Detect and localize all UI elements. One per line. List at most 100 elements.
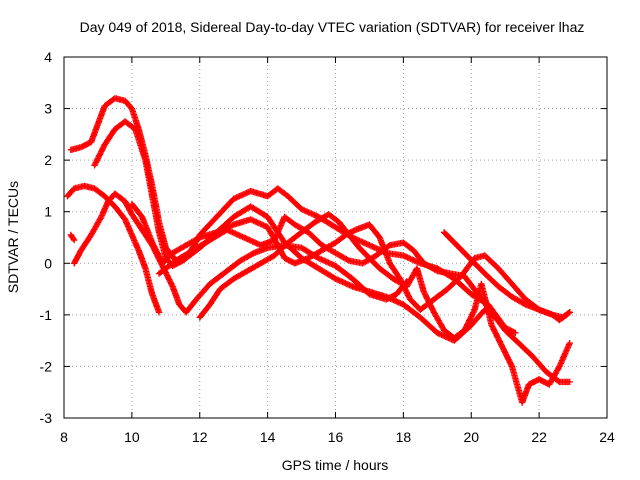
data-point: [424, 296, 431, 304]
data-point: [501, 348, 508, 355]
data-point: [495, 335, 502, 343]
data-point: [512, 329, 519, 337]
data-point: [231, 195, 239, 202]
data-point: [166, 276, 173, 283]
data-point: [565, 309, 572, 317]
data-point: [441, 332, 448, 340]
data-point: [229, 222, 236, 229]
y-tick-label: 4: [44, 49, 52, 65]
data-point: [273, 232, 280, 239]
data-point: [235, 231, 242, 239]
data-point: [461, 325, 469, 333]
y-tick-label: 3: [44, 101, 52, 117]
data-point: [96, 152, 103, 159]
data-point: [403, 253, 410, 260]
data-point: [93, 158, 100, 165]
data-point: [402, 287, 410, 295]
data-point: [70, 235, 77, 242]
series-sat-f: [128, 200, 573, 324]
data-point: [555, 364, 562, 371]
data-point: [408, 256, 416, 263]
data-point: [304, 208, 311, 215]
data-point: [508, 361, 515, 369]
data-point: [558, 357, 566, 364]
data-point: [504, 353, 511, 360]
data-point: [315, 254, 322, 262]
data-point: [400, 252, 407, 259]
data-point: [494, 334, 501, 341]
data-point: [308, 210, 315, 217]
data-point: [503, 352, 510, 359]
data-point: [411, 257, 418, 264]
y-tick-label: -2: [40, 358, 53, 374]
x-tick-label: 24: [599, 429, 615, 445]
data-point: [318, 256, 325, 263]
data-point: [91, 162, 98, 169]
data-point: [498, 342, 505, 349]
data-point: [492, 330, 499, 337]
x-tick-label: 14: [260, 429, 276, 445]
data-point: [343, 280, 350, 288]
data-point: [225, 227, 232, 234]
data-point: [97, 215, 104, 222]
y-tick-label: 0: [44, 255, 52, 271]
data-point: [462, 324, 469, 331]
x-tick-label: 18: [396, 429, 412, 445]
x-tick-label: 12: [192, 429, 208, 445]
data-point: [155, 309, 163, 316]
series-sat-e: [71, 190, 410, 316]
data-point: [250, 238, 257, 246]
y-tick-label: 1: [44, 204, 52, 220]
data-point: [566, 378, 573, 386]
data-point: [395, 299, 403, 306]
data-point: [254, 240, 262, 248]
data-point: [101, 205, 109, 212]
data-series: [64, 95, 573, 406]
data-point: [465, 318, 472, 326]
data-point: [328, 260, 335, 268]
data-point: [155, 251, 162, 259]
data-point: [438, 331, 445, 338]
grid-lines: [64, 57, 607, 418]
data-point: [371, 244, 379, 251]
data-point: [234, 193, 242, 201]
series-sat-d: [67, 231, 78, 244]
data-point: [195, 235, 202, 242]
data-point: [247, 216, 254, 223]
data-point: [298, 205, 305, 213]
data-point: [325, 259, 332, 266]
data-point: [432, 267, 440, 274]
data-point: [149, 240, 157, 248]
data-point: [276, 223, 284, 231]
data-point: [152, 246, 159, 253]
y-tick-label: 2: [44, 152, 52, 168]
series-sat-i: [440, 229, 573, 321]
data-point: [98, 212, 106, 219]
data-point: [340, 279, 348, 286]
data-point: [153, 247, 160, 255]
data-point: [347, 282, 355, 289]
data-point: [566, 309, 573, 316]
data-point: [489, 323, 496, 330]
data-point: [467, 314, 474, 322]
data-point: [344, 256, 351, 264]
x-tick-label: 20: [463, 429, 479, 445]
data-point: [338, 278, 345, 285]
data-point: [271, 235, 279, 242]
y-axis-label: SDTVAR / TECUs: [5, 181, 21, 293]
y-tick-label: -1: [40, 307, 53, 323]
data-point: [99, 145, 106, 152]
data-point: [123, 220, 131, 227]
data-point: [71, 236, 78, 244]
data-point: [244, 236, 252, 243]
x-tick-label: 22: [531, 429, 547, 445]
data-point: [98, 147, 106, 154]
x-tick-label: 16: [328, 429, 344, 445]
chart-title: Day 049 of 2018, Sidereal Day-to-day VTE…: [80, 19, 585, 35]
data-point: [229, 229, 236, 236]
data-point: [363, 240, 370, 248]
data-point: [232, 230, 239, 237]
data-point: [239, 191, 246, 199]
data-point: [470, 309, 477, 316]
